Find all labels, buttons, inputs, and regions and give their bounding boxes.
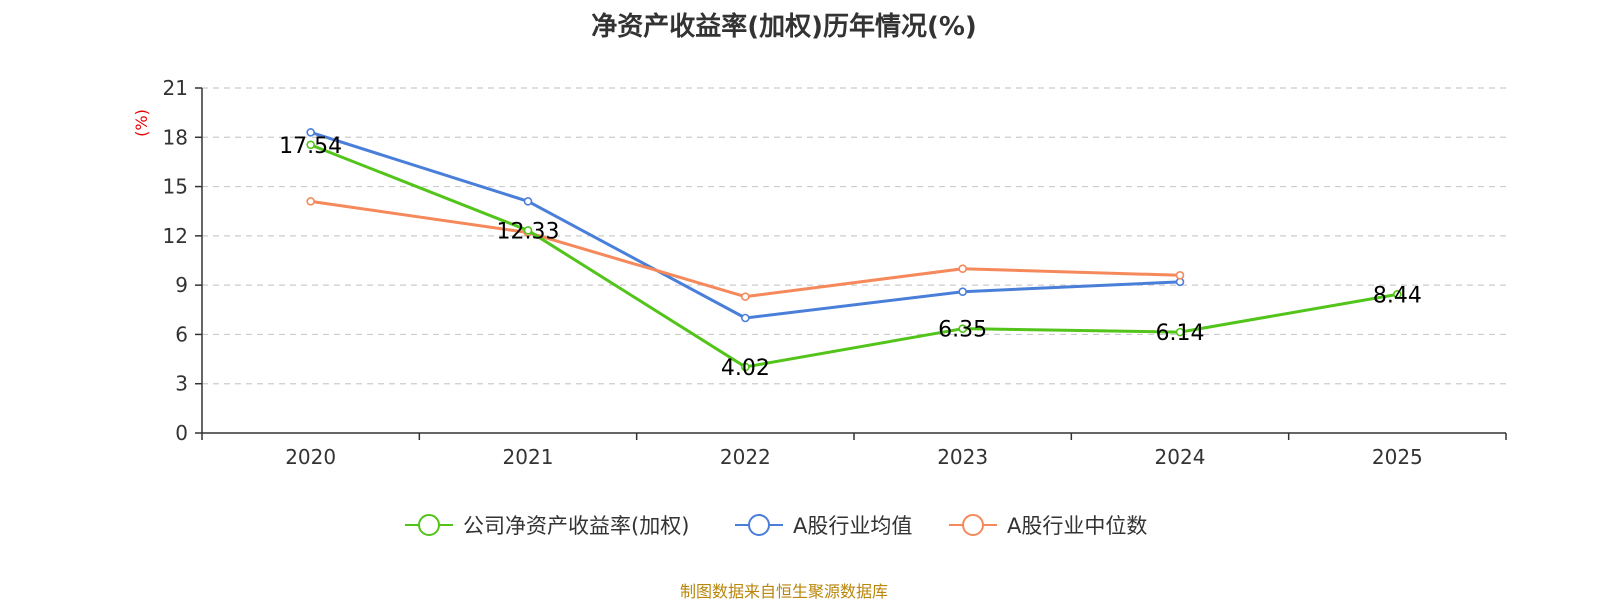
data-point[interactable] [958, 264, 967, 274]
legend-item[interactable]: A股行业中位数 [949, 514, 1147, 538]
data-label: 6.35 [938, 318, 987, 343]
series-lines [306, 128, 1402, 372]
legend-marker [962, 514, 984, 536]
legend-label: A股行业中位数 [1007, 514, 1147, 538]
y-tick-label: 0 [175, 421, 188, 445]
data-label: 6.14 [1156, 321, 1205, 346]
y-tick-label: 3 [175, 372, 188, 396]
data-point[interactable] [306, 128, 315, 137]
x-tick-label: 2024 [1155, 445, 1206, 469]
x-tick-label: 2020 [285, 445, 336, 469]
legend-item[interactable]: A股行业均值 [735, 514, 912, 538]
data-label: 8.44 [1373, 283, 1422, 308]
data-source-note: 制图数据来自恒生聚源数据库 [679, 582, 888, 601]
y-tick-label: 15 [163, 175, 188, 199]
legend-label: 公司净资产收益率(加权) [463, 514, 689, 538]
legend-marker [418, 514, 440, 536]
y-axis-label: (%) [132, 109, 151, 137]
legend-marker [748, 514, 770, 536]
data-point[interactable] [1175, 270, 1185, 280]
data-point[interactable] [1175, 327, 1185, 337]
series-line [310, 143, 1398, 369]
x-tick-label: 2022 [720, 445, 771, 469]
data-point[interactable] [741, 313, 750, 323]
data-label: 17.54 [279, 134, 342, 159]
grid-lines [202, 87, 1506, 385]
data-point[interactable] [1393, 290, 1402, 299]
legend-label: A股行业均值 [793, 514, 912, 538]
y-tick-label: 18 [163, 125, 188, 149]
y-tick-label: 6 [175, 322, 188, 346]
y-ticks: 0 3 6 9 12 15 18 21 [163, 76, 202, 445]
data-point[interactable] [741, 362, 750, 372]
y-tick-label: 12 [163, 224, 188, 248]
axes [201, 88, 1506, 434]
data-point[interactable] [958, 324, 967, 333]
x-tick-label: 2025 [1372, 445, 1423, 469]
data-point[interactable] [306, 197, 315, 206]
data-label: 4.02 [721, 356, 770, 381]
data-point[interactable] [523, 226, 533, 235]
data-point[interactable] [741, 292, 750, 301]
x-ticks: 2020 2021 2022 2023 2024 2025 [201, 433, 1507, 469]
y-tick-label: 21 [163, 76, 188, 100]
series-line [310, 199, 1181, 299]
x-tick-label: 2023 [937, 445, 988, 469]
legend-item[interactable]: 公司净资产收益率(加权) [405, 514, 689, 538]
data-label: 12.33 [497, 219, 560, 244]
data-point[interactable] [523, 197, 533, 206]
y-tick-label: 9 [175, 273, 188, 297]
series-line [310, 130, 1181, 320]
data-labels: 17.54 12.33 4.02 6.35 6.14 8.44 [279, 134, 1422, 381]
chart-title: 净资产收益率(加权)历年情况(%) [591, 12, 977, 42]
data-point[interactable] [306, 140, 315, 150]
legend[interactable]: 公司净资产收益率(加权) A股行业均值 A股行业中位数 [405, 514, 1147, 538]
x-tick-label: 2021 [503, 445, 554, 469]
data-point[interactable] [958, 287, 967, 297]
